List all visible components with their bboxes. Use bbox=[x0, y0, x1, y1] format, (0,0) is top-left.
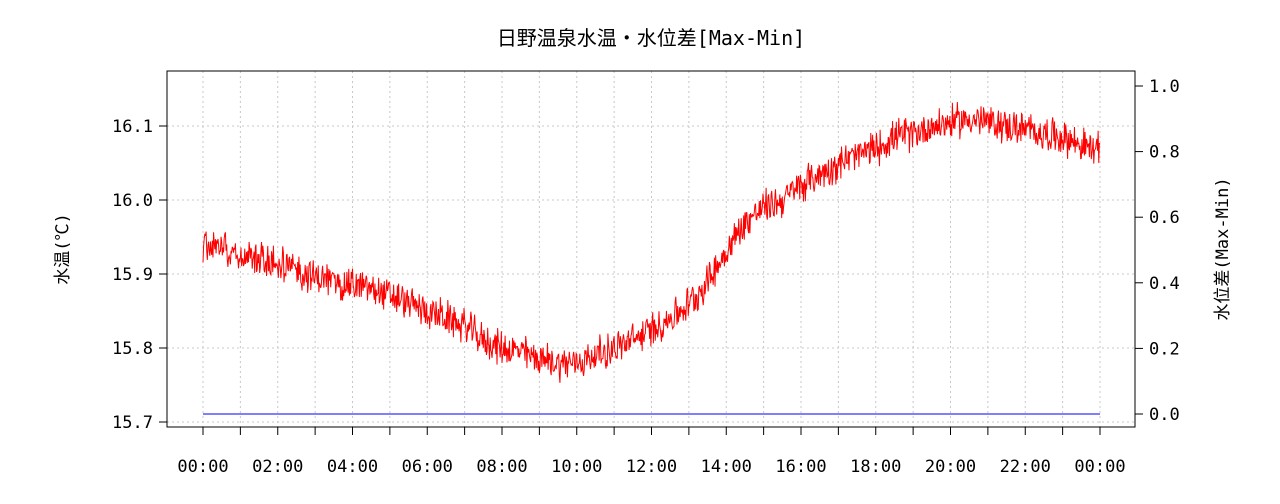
y-axis-right-tick-label: 0.6 bbox=[1149, 208, 1180, 228]
x-axis-tick-label: 04:00 bbox=[327, 457, 378, 477]
x-axis-tick-label: 16:00 bbox=[775, 457, 826, 477]
y-axis-left-tick-label: 15.8 bbox=[112, 339, 153, 359]
x-axis-tick-label: 08:00 bbox=[476, 457, 527, 477]
x-axis-tick-label: 18:00 bbox=[850, 457, 901, 477]
y-axis-left-tick-label: 16.0 bbox=[112, 191, 153, 211]
x-axis-tick-label: 10:00 bbox=[551, 457, 602, 477]
x-axis-tick-label: 02:00 bbox=[252, 457, 303, 477]
y-axis-right-tick-label: 0.8 bbox=[1149, 143, 1180, 163]
y-axis-right-tick-label: 0.0 bbox=[1149, 405, 1180, 425]
water-temperature-line bbox=[202, 101, 1101, 383]
x-axis-tick-label: 00:00 bbox=[1074, 457, 1125, 477]
chart-title: 日野温泉水温・水位差[Max-Min] bbox=[497, 26, 805, 50]
axis-layer: 00:00 02:00 04:00 06:00 08:00 10:00 12:00 14:00… bbox=[112, 77, 1180, 477]
y-axis-left-tick-label: 16.1 bbox=[112, 117, 153, 137]
x-axis-tick-label: 20:00 bbox=[925, 457, 976, 477]
y-axis-right-tick-label: 0.2 bbox=[1149, 339, 1180, 359]
x-axis-tick-label: 14:00 bbox=[701, 457, 752, 477]
x-axis-tick-label: 12:00 bbox=[626, 457, 677, 477]
x-axis-tick-label: 00:00 bbox=[177, 457, 228, 477]
y-axis-right-tick-label: 0.4 bbox=[1149, 274, 1180, 294]
y-axis-left-label: 水温(℃) bbox=[53, 213, 73, 284]
x-axis-tick-label: 06:00 bbox=[402, 457, 453, 477]
x-axis-tick-label: 22:00 bbox=[1000, 457, 1051, 477]
y-axis-left-tick-label: 15.7 bbox=[112, 413, 153, 433]
y-axis-right-tick-label: 1.0 bbox=[1149, 77, 1180, 97]
y-axis-right-label: 水位差(Max-Min) bbox=[1213, 177, 1233, 320]
series-layer bbox=[202, 101, 1101, 415]
y-axis-left-tick-label: 15.9 bbox=[112, 265, 153, 285]
